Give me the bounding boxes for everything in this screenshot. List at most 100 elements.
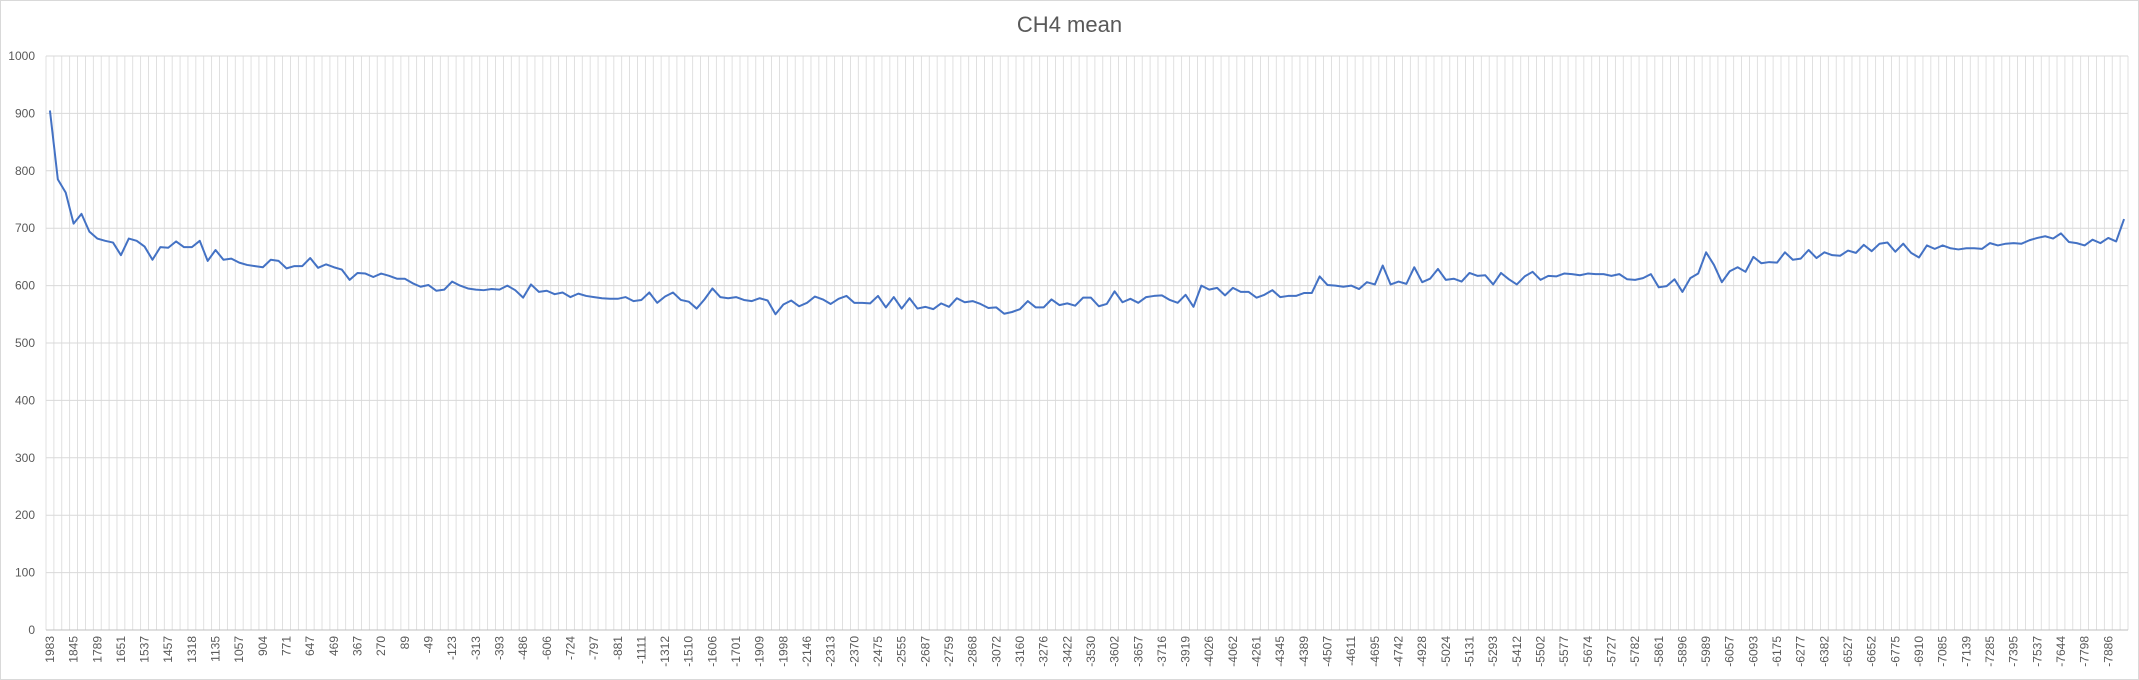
x-tick-label: -606	[540, 636, 554, 660]
x-tick-label: -5577	[1557, 636, 1571, 667]
x-tick-label: -3530	[1084, 636, 1098, 667]
x-tick-label: -1606	[705, 636, 719, 667]
y-tick-label: 500	[15, 336, 35, 350]
x-tick-label: -6093	[1746, 636, 1760, 667]
x-tick-label: 1318	[185, 636, 199, 663]
x-tick-label: -1510	[682, 636, 696, 667]
x-tick-label: -6910	[1912, 636, 1926, 667]
x-tick-label: -6277	[1794, 636, 1808, 667]
x-tick-label: -2313	[824, 636, 838, 667]
x-tick-label: -4026	[1202, 636, 1216, 667]
y-tick-label: 400	[15, 393, 35, 407]
x-tick-label: -7085	[1936, 636, 1950, 667]
y-tick-label: 900	[15, 106, 35, 120]
x-tick-label: 89	[398, 636, 412, 650]
x-tick-label: -4742	[1392, 636, 1406, 667]
x-tick-label: -7285	[1983, 636, 1997, 667]
x-tick-label: -1312	[658, 636, 672, 667]
x-tick-label: -4261	[1250, 636, 1264, 667]
x-tick-label: -724	[563, 636, 577, 660]
x-axis-ticks: 1983 1845 1789 1651 1537 1457 1318 1135 1057 904 7…	[43, 636, 2115, 667]
x-tick-label: -5502	[1533, 636, 1547, 667]
x-tick-label: -2687	[918, 636, 932, 667]
x-tick-label: -6057	[1723, 636, 1737, 667]
x-tick-label: 1983	[43, 636, 57, 663]
x-tick-label: -3422	[1060, 636, 1074, 667]
x-tick-label: -7395	[2007, 636, 2021, 667]
x-tick-label: -4389	[1297, 636, 1311, 667]
x-tick-label: -313	[469, 636, 483, 660]
x-tick-label: 469	[327, 636, 341, 656]
x-tick-label: -5861	[1652, 636, 1666, 667]
x-tick-label: 771	[280, 636, 294, 656]
x-tick-label: -5131	[1462, 636, 1476, 667]
x-tick-label: -4611	[1344, 636, 1358, 666]
x-tick-label: -2759	[942, 636, 956, 667]
x-tick-label: -6175	[1770, 636, 1784, 667]
x-tick-label: -6527	[1841, 636, 1855, 667]
x-tick-label: -2475	[871, 636, 885, 667]
x-tick-label: 1537	[138, 636, 152, 663]
x-tick-label: -2370	[847, 636, 861, 667]
x-tick-label: -881	[611, 636, 625, 660]
x-tick-label: 647	[303, 636, 317, 656]
x-tick-label: -2868	[966, 636, 980, 667]
x-tick-label: -7537	[2030, 636, 2044, 667]
x-tick-label: -5293	[1486, 636, 1500, 667]
x-tick-label: -486	[516, 636, 530, 660]
x-tick-label: -3602	[1108, 636, 1122, 667]
y-tick-label: 600	[15, 279, 35, 293]
x-tick-label: -49	[421, 636, 435, 654]
x-tick-label: -7644	[2054, 636, 2068, 667]
x-tick-label: 1789	[90, 636, 104, 663]
x-tick-label: -3919	[1179, 636, 1193, 667]
x-tick-label: -4507	[1321, 636, 1335, 667]
y-tick-label: 300	[15, 451, 35, 465]
x-tick-label: -3072	[989, 636, 1003, 667]
x-tick-label: 1135	[209, 636, 223, 662]
x-tick-label: -1909	[753, 636, 767, 667]
y-axis-ticks: 0 100 200 300 400 500 600 700 800 900 1000	[8, 49, 35, 637]
x-tick-label: 270	[374, 636, 388, 656]
x-tick-label: -5782	[1628, 636, 1642, 667]
gridlines	[45, 55, 2129, 631]
x-tick-label: -5024	[1439, 636, 1453, 667]
y-tick-label: 800	[15, 164, 35, 178]
x-tick-label: -2555	[895, 636, 909, 667]
x-tick-label: -393	[492, 636, 506, 660]
x-tick-label: 904	[256, 636, 270, 656]
x-tick-label: -2146	[800, 636, 814, 667]
y-tick-label: 100	[15, 566, 35, 580]
x-tick-label: -797	[587, 636, 601, 660]
x-tick-label: -6775	[1888, 636, 1902, 667]
x-tick-label: -4062	[1226, 636, 1240, 667]
x-tick-label: -3160	[1013, 636, 1027, 667]
x-tick-label: -1998	[776, 636, 790, 667]
x-tick-label: -5989	[1699, 636, 1713, 667]
y-tick-label: 200	[15, 508, 35, 522]
x-tick-label: -6382	[1817, 636, 1831, 667]
y-tick-label: 700	[15, 221, 35, 235]
x-tick-label: 367	[351, 636, 365, 656]
x-tick-label: -5727	[1604, 636, 1618, 667]
x-tick-label: -3716	[1155, 636, 1169, 667]
y-tick-label: 1000	[8, 49, 35, 63]
chart-title: CH4 mean	[1016, 12, 1123, 37]
x-tick-label: -3276	[1037, 636, 1051, 667]
x-tick-label: -7798	[2078, 636, 2092, 667]
x-tick-label: -5674	[1581, 636, 1595, 667]
x-tick-label: -3657	[1131, 636, 1145, 667]
x-tick-label: -4928	[1415, 636, 1429, 667]
x-tick-label: -7139	[1959, 636, 1973, 667]
x-tick-label: 1845	[67, 636, 81, 663]
x-tick-label: -7886	[2101, 636, 2115, 667]
x-tick-label: -1111	[634, 636, 648, 664]
x-tick-label: -123	[445, 636, 459, 660]
x-tick-label: -4345	[1273, 636, 1287, 667]
x-tick-label: 1457	[161, 636, 175, 663]
x-tick-label: -4695	[1368, 636, 1382, 667]
x-tick-label: -6652	[1865, 636, 1879, 667]
x-tick-label: -1701	[729, 636, 743, 667]
x-tick-label: -5412	[1510, 636, 1524, 667]
